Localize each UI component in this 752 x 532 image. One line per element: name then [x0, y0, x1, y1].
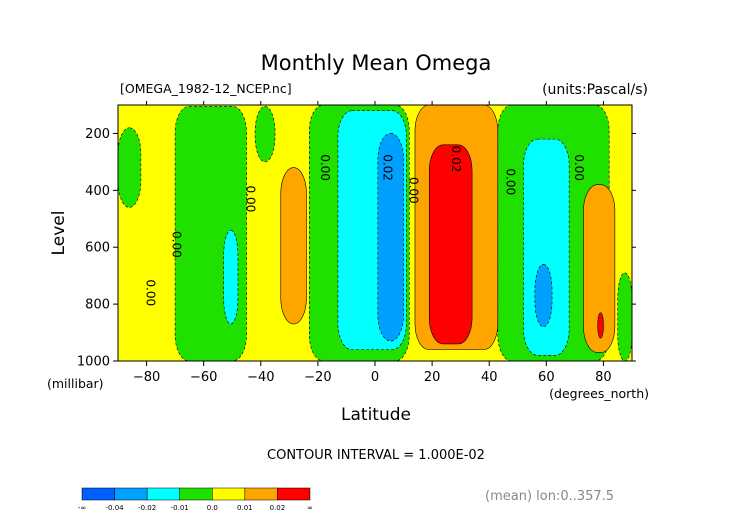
- contour-region: [428, 144, 473, 345]
- contour-label: 0.00: [169, 231, 183, 258]
- colorbar-swatch: [81, 487, 115, 501]
- contour-label: 0.00: [572, 154, 586, 181]
- contour-label: 0.00: [144, 279, 158, 306]
- colorbar-swatch: [277, 487, 311, 501]
- y-tick-label: 600: [85, 241, 110, 256]
- contour-interval-text: CONTOUR INTERVAL = 1.000E-02: [267, 448, 485, 463]
- x-tick-label: 20: [424, 370, 441, 385]
- colorbar-swatch: [244, 487, 278, 501]
- x-tick-label: 0: [371, 370, 379, 385]
- y-tick-label: 200: [85, 127, 110, 142]
- colorbar-label: 0.0: [207, 504, 218, 512]
- x-tick-label: −80: [133, 370, 160, 385]
- contour-label: 0.00: [503, 168, 517, 195]
- colorbar-swatch: [212, 487, 246, 501]
- contour-label: 0.02: [449, 146, 463, 173]
- contour-region: [174, 106, 247, 362]
- contour-label: 0.00: [406, 177, 420, 204]
- y-tick-label: 1000: [77, 355, 110, 370]
- x-tick-label: 80: [595, 370, 612, 385]
- units-label: (units:Pascal/s): [542, 82, 648, 98]
- contour-region: [617, 272, 633, 362]
- contour-region: [597, 312, 604, 339]
- mean-text: (mean) lon:0..357.5: [485, 489, 614, 504]
- x-axis-label: Latitude: [341, 405, 411, 425]
- contour-region: [583, 184, 616, 353]
- x-axis-units: (degrees_north): [549, 386, 649, 401]
- colorbar-swatch: [146, 487, 180, 501]
- contour-regions: [117, 104, 633, 362]
- y-tick-label: 400: [85, 184, 110, 199]
- contour-region: [534, 263, 553, 328]
- axis-ticks: −80 −60 −40 −20 0 20 40 60 80 200 400 600 800 1000: [77, 101, 636, 385]
- colorbar-label: ∞: [307, 504, 313, 512]
- colorbar-label: -0.02: [138, 504, 156, 512]
- plot-area: 0.00 0.00 0.00 0.00 0.02 0.00 0.02 0.00 0.00: [117, 104, 633, 362]
- colorbar-swatch: [179, 487, 213, 501]
- colorbar-label: 0.02: [270, 504, 286, 512]
- y-tick-label: 800: [85, 298, 110, 313]
- contour-region: [223, 229, 239, 325]
- contour-labels: 0.00 0.00 0.00 0.00 0.02 0.00 0.02 0.00 0.00: [144, 146, 586, 306]
- contour-region: [254, 106, 276, 163]
- x-tick-label: −40: [247, 370, 274, 385]
- contour-region: [377, 133, 404, 342]
- contour-region: [117, 127, 142, 208]
- contour-label: 0.00: [244, 186, 258, 213]
- contour-label: 0.02: [381, 154, 395, 181]
- contour-label: 0.00: [318, 154, 332, 181]
- colorbar-label: 0.01: [237, 504, 253, 512]
- colorbar-label: -0.04: [106, 504, 125, 512]
- x-tick-label: 60: [538, 370, 555, 385]
- colorbar-label: -∞: [78, 504, 86, 512]
- y-axis-label: Level: [49, 211, 69, 256]
- file-label: [OMEGA_1982-12_NCEP.nc]: [120, 81, 292, 96]
- contour-region: [280, 167, 307, 325]
- colorbar-label: -0.01: [171, 504, 189, 512]
- x-tick-label: −60: [190, 370, 217, 385]
- colorbar-swatch: [114, 487, 148, 501]
- x-tick-label: −20: [304, 370, 331, 385]
- chart-title: Monthly Mean Omega: [261, 51, 492, 75]
- colorbar: -∞ -0.04 -0.02 -0.01 0.0 0.01 0.02 ∞: [78, 487, 313, 512]
- x-tick-label: 40: [481, 370, 498, 385]
- y-axis-units: (millibar): [47, 376, 104, 391]
